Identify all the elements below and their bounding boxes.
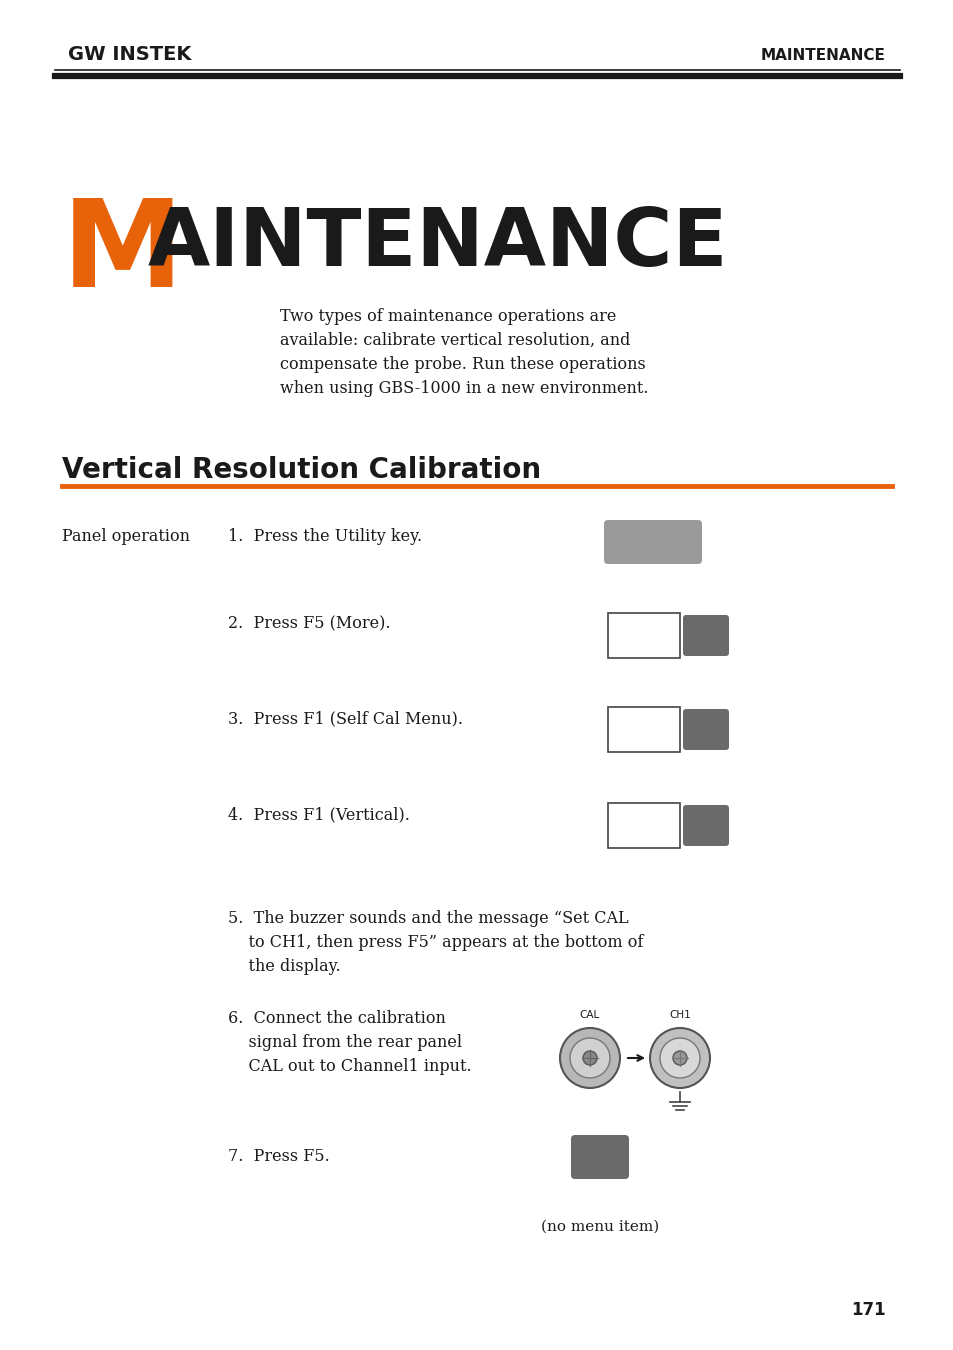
FancyBboxPatch shape — [571, 1135, 628, 1179]
Text: M: M — [62, 194, 183, 312]
Text: GW INSTEK: GW INSTEK — [68, 46, 192, 65]
Text: Vertical Resolution Calibration: Vertical Resolution Calibration — [62, 456, 540, 485]
Text: 3.  Press F1 (Self Cal Menu).: 3. Press F1 (Self Cal Menu). — [228, 710, 462, 728]
Circle shape — [582, 1052, 597, 1065]
Text: 5.  The buzzer sounds and the message “Set CAL
    to CH1, then press F5” appear: 5. The buzzer sounds and the message “Se… — [228, 910, 642, 975]
Text: MAINTENANCE: MAINTENANCE — [760, 47, 885, 62]
FancyBboxPatch shape — [682, 709, 728, 751]
Circle shape — [659, 1038, 700, 1079]
Text: 6.  Connect the calibration
    signal from the rear panel
    CAL out to Channe: 6. Connect the calibration signal from t… — [228, 1010, 471, 1076]
Text: AINTENANCE: AINTENANCE — [148, 205, 728, 284]
Text: 7.  Press F5.: 7. Press F5. — [228, 1148, 330, 1165]
FancyBboxPatch shape — [603, 520, 701, 564]
Bar — [607, 707, 679, 752]
Circle shape — [649, 1027, 709, 1088]
Text: Panel operation: Panel operation — [62, 528, 190, 545]
Text: 1.  Press the Utility key.: 1. Press the Utility key. — [228, 528, 421, 545]
Text: 4.  Press F1 (Vertical).: 4. Press F1 (Vertical). — [228, 806, 410, 824]
Text: Two types of maintenance operations are
available: calibrate vertical resolution: Two types of maintenance operations are … — [280, 308, 648, 397]
Text: (no menu item): (no menu item) — [540, 1220, 659, 1234]
Text: CAL: CAL — [579, 1010, 599, 1021]
Circle shape — [672, 1052, 686, 1065]
Circle shape — [559, 1027, 619, 1088]
FancyBboxPatch shape — [682, 805, 728, 846]
Text: 171: 171 — [850, 1301, 885, 1319]
Bar — [607, 803, 679, 848]
Bar — [607, 613, 679, 657]
Text: CH1: CH1 — [668, 1010, 690, 1021]
Circle shape — [569, 1038, 609, 1079]
Text: 2.  Press F5 (More).: 2. Press F5 (More). — [228, 616, 390, 632]
FancyBboxPatch shape — [682, 616, 728, 656]
